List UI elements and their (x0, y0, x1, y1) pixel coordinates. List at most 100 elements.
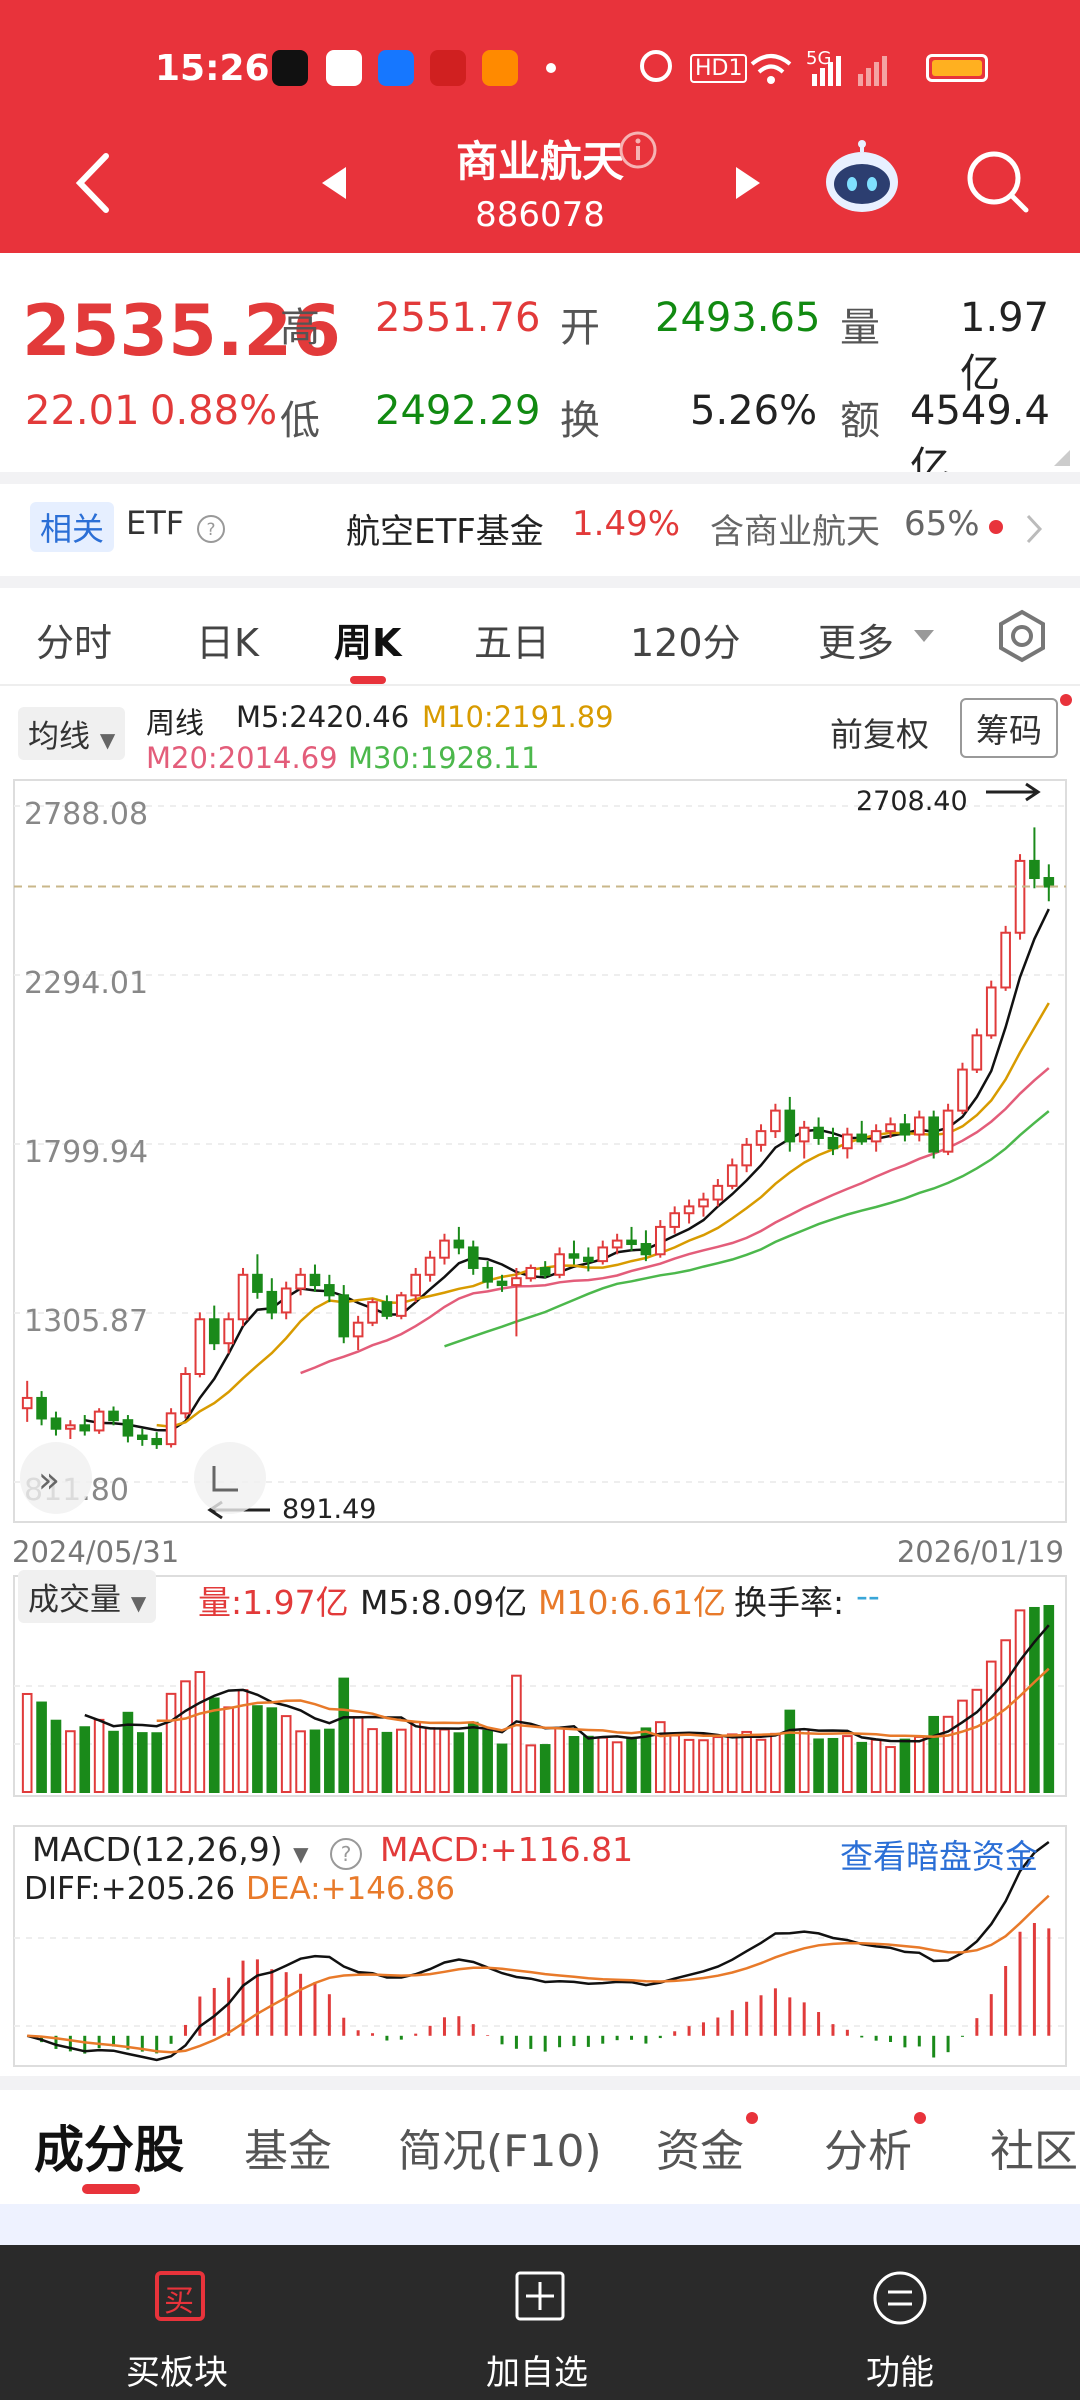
news-strip (0, 2204, 1080, 2248)
tab-analysis[interactable]: 分析 (824, 2126, 912, 2177)
dropdown-icon (914, 630, 934, 642)
price-change-pct: 0.88% (150, 388, 278, 434)
info-icon[interactable] (618, 130, 658, 170)
tab-daily[interactable]: 日K (196, 621, 259, 665)
next-stock-icon[interactable] (734, 163, 764, 203)
volume-bar (568, 1736, 580, 1793)
volume-m5: M5:8.09亿 (360, 1583, 528, 1622)
tab-capital[interactable]: 资金 (656, 2126, 744, 2177)
back-arrow-icon[interactable] (72, 150, 112, 216)
adjust-label[interactable]: 前复权 (830, 715, 929, 754)
related-tag: 相关 (30, 502, 115, 552)
buy-block-label[interactable]: 买板块 (126, 2353, 228, 2393)
fullscreen-button[interactable] (194, 1442, 266, 1514)
candle-body (338, 1294, 350, 1338)
volume-bar (683, 1738, 695, 1794)
candle-body (942, 1109, 954, 1153)
help-icon[interactable]: ? (328, 1836, 364, 1872)
dropdown-icon: ▼ (293, 1842, 309, 1866)
buy-icon[interactable] (154, 2270, 206, 2322)
volume-bar (712, 1736, 724, 1793)
volume-bar (424, 1727, 436, 1793)
volume-bar (1014, 1609, 1026, 1794)
volume-bar (482, 1729, 493, 1793)
tab-more[interactable]: 更多 (818, 621, 895, 665)
function-menu-icon[interactable] (872, 2270, 928, 2326)
volume-bars (21, 1605, 1055, 1794)
candle-body (223, 1318, 234, 1345)
end-date: 2026/01/19 (897, 1535, 1064, 1569)
prev-stock-icon[interactable] (318, 163, 348, 203)
candle-body (1014, 859, 1026, 934)
dropdown-icon: ▼ (99, 728, 116, 752)
candle-body (654, 1225, 666, 1256)
volume-bar (439, 1728, 450, 1794)
candle-body (165, 1412, 177, 1446)
candle-body (352, 1321, 364, 1338)
volume-bar (266, 1707, 278, 1793)
ma-selector[interactable]: 均线 ▼ (18, 707, 126, 760)
candle-body (1043, 877, 1055, 888)
related-etf-row[interactable]: 相关 ETF ? 航空ETF基金 1.49% 含商业航天 65% (0, 486, 1080, 566)
turnover-rate-value: -- (856, 1576, 880, 1615)
price-change: 22.01 (25, 388, 140, 434)
function-label[interactable]: 功能 (866, 2353, 934, 2393)
candle-body (712, 1184, 724, 1201)
volume-bar (971, 1688, 983, 1794)
volume-bar (180, 1680, 191, 1794)
volume-bar (870, 1738, 882, 1793)
contains-label: 含商业航天 (710, 512, 880, 552)
etf-label: ETF (126, 504, 185, 542)
dark-pool-link[interactable]: 查看暗盘资金 (840, 1837, 1038, 1876)
expand-corner-icon[interactable] (1052, 448, 1072, 468)
volume-bar (827, 1737, 839, 1794)
robot-assistant-icon[interactable] (822, 140, 902, 216)
ma10-line (156, 1002, 1050, 1428)
volume-selector[interactable]: 成交量 ▼ (18, 1570, 157, 1623)
volume-bar (770, 1732, 781, 1793)
price-gridlines (14, 805, 1066, 1483)
tab-120min[interactable]: 120分 (630, 621, 741, 665)
candle-body (554, 1253, 565, 1276)
search-icon[interactable] (964, 148, 1030, 214)
tab-weekly[interactable]: 周K (334, 621, 402, 665)
candle-body (928, 1116, 940, 1153)
tab-constituents[interactable]: 成分股 (34, 2121, 184, 2179)
tab-funds[interactable]: 基金 (244, 2126, 332, 2177)
candle-body (309, 1273, 321, 1287)
settings-icon[interactable] (994, 608, 1050, 664)
volume-bar (899, 1738, 911, 1793)
high-label: 高 (280, 305, 320, 351)
candle-body (208, 1318, 220, 1345)
candle-body (79, 1424, 91, 1432)
dea-line (27, 1894, 1050, 2054)
add-watchlist-label[interactable]: 加自选 (486, 2353, 588, 2393)
candle-body (1000, 931, 1011, 989)
tab-community[interactable]: 社区 (990, 2126, 1078, 2177)
tab-five-day[interactable]: 五日 (474, 621, 551, 665)
start-date: 2024/05/31 (12, 1535, 179, 1569)
tab-profile[interactable]: 简况(F10) (398, 2126, 602, 2177)
add-watchlist-icon[interactable] (514, 2270, 566, 2322)
collapse-button[interactable] (20, 1442, 92, 1514)
help-icon[interactable]: ? (196, 514, 226, 544)
volume-ma10-line (156, 1667, 1050, 1738)
tab-intraday[interactable]: 分时 (36, 621, 113, 665)
candle-body (367, 1301, 378, 1324)
ma20-value: M20:2014.69 (146, 741, 338, 775)
volume-bar (338, 1677, 350, 1793)
volume-value: 量:1.97亿 (198, 1583, 349, 1622)
volume-bar (453, 1732, 465, 1794)
candle-body (726, 1164, 738, 1187)
double-chevron-icon: » (38, 1460, 60, 1501)
diff-value: DIFF:+205.26 (24, 1871, 236, 1907)
candle-body (611, 1239, 623, 1249)
volume-bar (525, 1744, 537, 1794)
chips-button[interactable]: 筹码 (960, 698, 1058, 758)
page-title: 商业航天 (455, 137, 624, 186)
volume-bar (611, 1741, 623, 1794)
macd-selector[interactable]: MACD(12,26,9) ▼ (32, 1830, 309, 1869)
macd-value: MACD:+116.81 (380, 1830, 634, 1869)
volume-bar (1029, 1606, 1040, 1793)
